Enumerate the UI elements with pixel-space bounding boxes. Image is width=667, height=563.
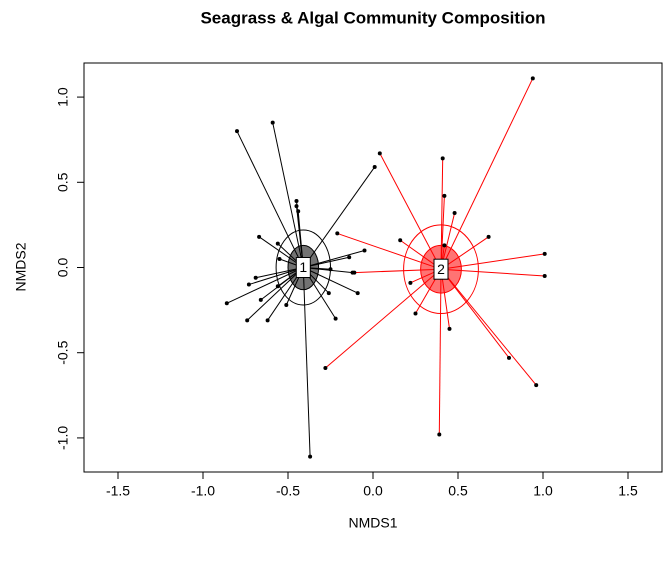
point (308, 454, 313, 459)
point (265, 318, 270, 323)
point (257, 234, 262, 239)
spider-line (302, 166, 376, 268)
spider-line (440, 195, 445, 270)
y-tick-label: -0.5 (55, 340, 71, 364)
chart-title: Seagrass & Algal Community Composition (200, 8, 545, 27)
spider-line (236, 130, 304, 268)
point (277, 256, 282, 261)
point (245, 318, 250, 323)
point (284, 302, 289, 307)
spider-line (303, 267, 358, 294)
point (323, 366, 328, 371)
point (452, 210, 457, 215)
x-tick-label: -1.5 (106, 483, 130, 499)
point (507, 355, 511, 360)
centroid-label: 2 (437, 261, 445, 277)
point (326, 291, 331, 296)
point (294, 204, 299, 209)
y-axis-label: NMDS2 (13, 242, 29, 291)
spider-line (438, 269, 442, 435)
point (534, 383, 539, 388)
point (246, 282, 251, 287)
spider-line (440, 78, 534, 270)
spider-line (302, 267, 311, 457)
centroid-label: 1 (299, 259, 307, 275)
x-axis-label: NMDS1 (348, 515, 397, 531)
point (413, 311, 418, 316)
point (542, 251, 547, 256)
point (442, 243, 447, 248)
spider-line (272, 122, 304, 268)
spider-line (303, 249, 365, 268)
point (377, 151, 382, 156)
point (486, 234, 491, 239)
x-tick-label: -0.5 (276, 483, 300, 499)
spider-line (440, 268, 510, 359)
spider-line (440, 236, 489, 270)
spider-line (440, 268, 545, 277)
spider-line (440, 158, 444, 270)
y-tick-label: 0.0 (55, 258, 71, 278)
point (328, 267, 333, 272)
y-tick-label: -1.0 (55, 426, 71, 450)
point (408, 280, 413, 285)
point (253, 275, 258, 280)
point (372, 164, 377, 169)
spider-line (248, 267, 304, 286)
point (224, 301, 229, 306)
spider-line (354, 268, 442, 274)
x-tick-label: 0.5 (448, 483, 468, 499)
centroid (433, 258, 449, 280)
point (258, 297, 263, 302)
point (542, 274, 547, 279)
point (352, 270, 357, 275)
point (275, 284, 280, 289)
x-tick-label: -1.0 (191, 483, 215, 499)
point (447, 326, 452, 331)
point (275, 241, 280, 246)
plot-frame (83, 62, 663, 473)
point (437, 432, 442, 437)
x-tick-label: 0.0 (363, 483, 383, 499)
y-tick-label: 1.0 (55, 87, 71, 107)
centroid (295, 257, 311, 278)
x-tick-label: 1.5 (618, 483, 638, 499)
point (398, 238, 403, 243)
spider-line (440, 253, 545, 270)
point (294, 199, 299, 204)
point (235, 129, 239, 134)
spider-line (303, 256, 350, 268)
y-tick-label: 0.5 (55, 172, 71, 192)
point (355, 291, 360, 296)
spider-line (325, 268, 442, 369)
spider-line (440, 268, 537, 386)
point (270, 120, 275, 125)
point (362, 248, 367, 253)
spider-line (255, 267, 304, 279)
spider-line (246, 267, 304, 321)
point (296, 209, 301, 214)
point (335, 231, 340, 236)
x-tick-label: 1.0 (533, 483, 553, 499)
point (530, 76, 535, 81)
spider-line (379, 153, 442, 270)
spider-line (337, 232, 442, 270)
spider-line (226, 267, 304, 304)
point (442, 193, 447, 198)
point (347, 255, 352, 260)
point (333, 316, 338, 321)
point (440, 156, 445, 161)
